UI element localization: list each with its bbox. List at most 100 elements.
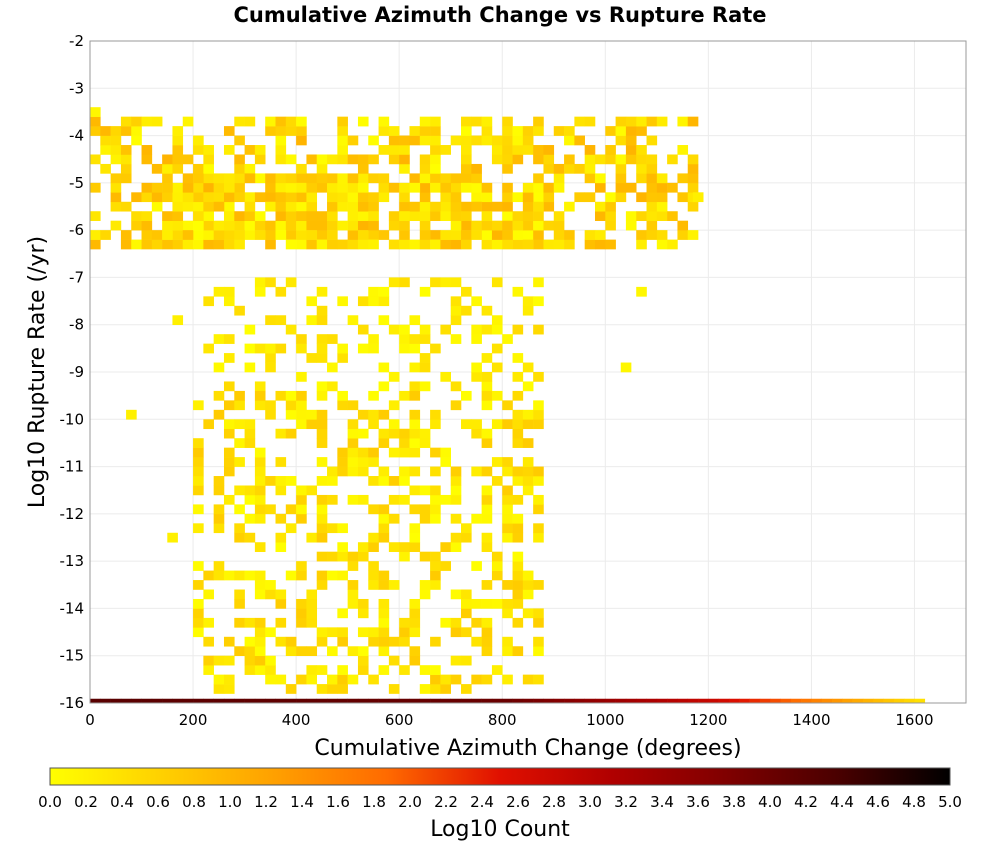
heatmap-cell [172,163,184,174]
heatmap-cell [481,182,493,193]
heatmap-cell [306,192,318,203]
heatmap-cell [275,315,287,326]
heatmap-cell-bottom-row [852,698,864,703]
heatmap-cell [574,135,585,146]
heatmap-cell [234,532,245,543]
heatmap-cell [347,201,359,212]
heatmap-cell [388,145,400,155]
heatmap-cell [151,163,163,174]
heatmap-cell [347,182,359,193]
heatmap-cell [244,438,256,448]
heatmap-cell [141,145,153,155]
heatmap-cell [275,532,287,543]
heatmap-cell [368,409,379,420]
heatmap-cell [275,390,287,401]
heatmap-cell [522,126,534,136]
y-tick-label: -13 [60,552,85,570]
heatmap-cell-bottom-row [182,698,194,703]
colorbar-tick-label: 3.2 [614,793,638,811]
heatmap-cell [378,513,390,524]
heatmap-cell [594,239,606,250]
heatmap-cell [687,201,699,212]
heatmap-cell [430,182,441,193]
colorbar-tick-label: 0.4 [110,793,134,811]
heatmap-cell [357,551,369,562]
heatmap-cell [172,154,184,165]
heatmap-cell [357,409,369,420]
heatmap-cell [481,485,493,496]
heatmap-cell [378,116,390,127]
heatmap-cell [533,636,544,647]
heatmap-cell [265,476,276,486]
heatmap-cell [522,230,534,240]
heatmap-cell [594,230,606,240]
heatmap-cell [461,608,472,619]
heatmap-cell [450,220,462,231]
heatmap-cell [450,476,462,486]
heatmap-cell [481,598,493,609]
heatmap-cell [378,504,390,515]
heatmap-cell [522,589,534,600]
heatmap-cell [193,230,204,240]
heatmap-cell [636,116,647,127]
heatmap-cell [316,665,328,675]
heatmap-cell [223,296,235,307]
heatmap-cell [440,211,452,221]
heatmap-cell [347,192,359,203]
heatmap-cell-bottom-row [533,698,544,703]
heatmap-cell [471,419,482,430]
heatmap-cell [120,173,132,184]
heatmap-cell [378,145,390,155]
heatmap-cell [388,476,400,486]
heatmap-cell [430,447,441,458]
heatmap-cell [223,447,235,458]
heatmap-cell [203,211,214,221]
heatmap-cell [409,523,421,534]
heatmap-cell [440,182,452,193]
heatmap-cell [254,400,266,411]
heatmap-cell [306,617,318,628]
heatmap-cell [193,438,204,448]
heatmap-cell [419,201,431,212]
heatmap-cell [533,409,544,420]
heatmap-cell [450,485,462,496]
heatmap-cell [234,173,245,184]
heatmap-cell [378,182,390,193]
heatmap-cell [481,532,493,543]
heatmap-cell [316,532,328,543]
x-axis-label: Cumulative Azimuth Change (degrees) [314,736,741,761]
heatmap-cell [491,135,503,146]
colorbar-tick-label: 1.0 [218,793,242,811]
heatmap-cell [213,286,225,297]
heatmap-cell [388,684,400,694]
heatmap-cell [306,230,318,240]
heatmap-cell [234,116,245,127]
heatmap-cell [419,353,431,363]
heatmap-cell [265,173,276,184]
heatmap-cell [502,126,513,136]
heatmap-cell [368,580,379,590]
heatmap-cell [533,116,544,127]
heatmap-cell [399,542,410,552]
heatmap-cell [254,211,266,221]
heatmap-cell [203,419,214,430]
heatmap-cell [399,428,410,439]
heatmap-cell [646,173,658,184]
heatmap-cell-bottom-row [296,698,307,703]
heatmap-cell [522,145,534,155]
heatmap-cell [430,674,441,685]
heatmap-cell [388,494,400,505]
heatmap-cell [471,362,482,373]
heatmap-cell [584,163,596,174]
heatmap-cell [419,485,431,496]
heatmap-cell [409,362,421,373]
heatmap-cell [306,485,318,496]
heatmap-cell [347,220,359,231]
heatmap-cell [430,126,441,136]
y-tick-label: -11 [60,458,85,476]
heatmap-cell [306,220,318,231]
heatmap-cell [461,684,472,694]
heatmap-cell [605,154,616,165]
heatmap-cell [584,230,596,240]
heatmap-cell [481,646,493,657]
